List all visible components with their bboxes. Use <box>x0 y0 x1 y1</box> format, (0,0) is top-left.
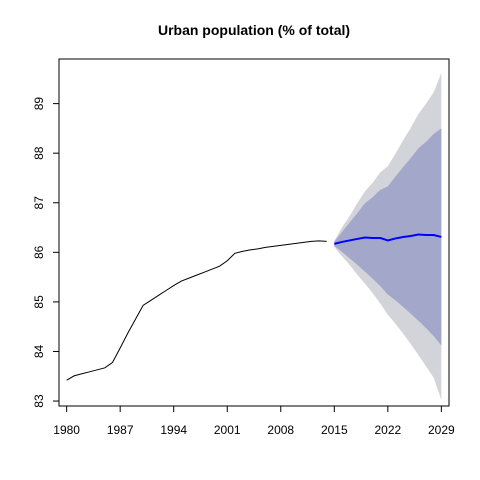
x-tick-label: 2029 <box>428 423 455 437</box>
y-tick-label: 87 <box>32 196 46 210</box>
history-line <box>66 240 327 381</box>
y-tick-label: 83 <box>32 394 46 408</box>
x-axis: 1980 1987 1994 2001 2008 2015 2022 2029 <box>53 405 455 437</box>
x-tick-label: 1980 <box>53 423 80 437</box>
y-tick-label: 85 <box>32 295 46 309</box>
y-tick-label: 86 <box>32 245 46 259</box>
x-tick-label: 2015 <box>321 423 348 437</box>
y-axis: 83 84 85 86 87 88 89 <box>32 97 60 408</box>
y-tick-label: 84 <box>32 344 46 358</box>
x-tick-label: 1987 <box>107 423 134 437</box>
x-tick-label: 2001 <box>214 423 241 437</box>
band-80 <box>334 128 442 346</box>
x-tick-label: 2008 <box>267 423 294 437</box>
y-tick-label: 89 <box>32 97 46 111</box>
chart-title: Urban population (% of total) <box>158 22 350 38</box>
confidence-bands <box>334 72 442 401</box>
series-lines <box>66 233 442 381</box>
y-tick-label: 88 <box>32 146 46 160</box>
x-tick-label: 1994 <box>160 423 187 437</box>
forecast-line <box>334 233 442 245</box>
x-tick-label: 2022 <box>374 423 401 437</box>
